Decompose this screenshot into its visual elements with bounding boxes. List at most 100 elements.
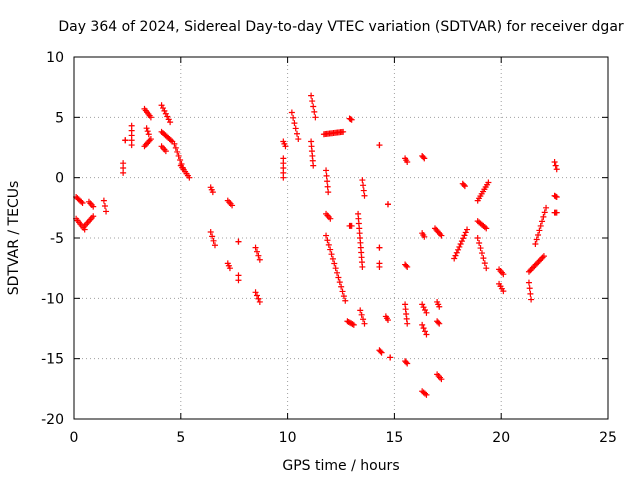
data-point — [310, 103, 317, 110]
data-point — [171, 140, 178, 147]
data-point — [420, 304, 427, 311]
data-point — [122, 137, 129, 144]
data-point — [162, 110, 169, 117]
data-point — [329, 255, 336, 262]
y-tick-label: 5 — [55, 110, 64, 126]
data-point — [384, 201, 391, 208]
data-point — [338, 283, 345, 290]
y-axis-label: SDTVAR / TECUs — [6, 181, 22, 296]
data-point — [347, 116, 354, 123]
data-point — [309, 98, 316, 105]
data-point — [79, 200, 86, 207]
data-point — [324, 183, 331, 190]
data-point — [280, 174, 287, 181]
data-point — [158, 102, 165, 109]
data-point — [553, 193, 560, 200]
data-point — [378, 349, 385, 356]
data-point — [162, 148, 169, 155]
data-point — [361, 320, 368, 327]
data-point — [323, 172, 330, 179]
data-point — [360, 182, 367, 189]
data-point — [534, 260, 541, 267]
data-point — [543, 204, 550, 211]
y-tick-label: -20 — [41, 412, 64, 428]
data-point — [536, 227, 543, 234]
data-point — [483, 265, 490, 272]
data-point — [209, 189, 216, 196]
data-points — [73, 92, 560, 398]
data-point — [144, 128, 151, 135]
y-tick-label: -15 — [41, 352, 64, 368]
data-point — [460, 181, 467, 188]
data-point — [423, 391, 430, 398]
data-point — [462, 229, 469, 236]
data-point — [474, 235, 481, 241]
data-point — [175, 152, 182, 159]
x-tick-label: 0 — [70, 430, 79, 446]
data-point — [531, 263, 538, 270]
data-point — [376, 263, 383, 270]
data-point — [461, 232, 468, 239]
data-point — [387, 354, 394, 361]
data-point — [327, 246, 334, 253]
data-point — [340, 128, 347, 135]
data-point — [290, 114, 297, 121]
data-point — [160, 105, 166, 112]
data-point — [500, 271, 507, 278]
data-point — [422, 328, 429, 335]
data-point — [384, 317, 391, 324]
data-point — [553, 209, 560, 216]
data-point — [253, 292, 260, 299]
data-point — [404, 320, 411, 327]
data-point — [167, 137, 174, 144]
data-point — [288, 109, 295, 116]
data-point — [376, 244, 383, 251]
data-point — [553, 166, 560, 173]
data-point — [377, 348, 384, 355]
data-point — [525, 279, 532, 286]
data-point — [324, 237, 331, 244]
chart-title: Day 364 of 2024, Sidereal Day-to-day VTE… — [58, 19, 624, 35]
data-point — [527, 267, 534, 274]
data-point — [451, 255, 458, 262]
data-point — [78, 198, 85, 205]
x-tick-label: 25 — [599, 430, 617, 446]
data-point — [464, 226, 471, 233]
data-point — [530, 264, 537, 271]
data-point — [438, 232, 445, 239]
data-point — [458, 238, 465, 245]
data-point — [540, 253, 547, 260]
data-point — [349, 321, 356, 328]
data-point — [532, 261, 539, 268]
data-point — [292, 125, 299, 132]
data-point — [436, 320, 443, 327]
data-point — [403, 359, 410, 366]
data-point — [348, 222, 355, 229]
data-point — [327, 215, 334, 222]
data-point — [147, 114, 154, 121]
data-point — [172, 144, 179, 151]
data-point — [525, 268, 532, 275]
data-point — [332, 265, 339, 272]
x-tick-label: 10 — [279, 430, 297, 446]
data-point — [334, 269, 341, 276]
data-point — [350, 321, 357, 328]
data-point — [348, 116, 355, 123]
data-point — [209, 233, 216, 240]
data-point — [323, 232, 330, 239]
data-point — [167, 119, 174, 126]
data-point — [532, 241, 539, 248]
y-tick-label: 0 — [55, 171, 64, 187]
x-tick-label: 5 — [176, 430, 185, 446]
data-point — [539, 218, 546, 225]
data-point — [533, 236, 540, 243]
data-point — [538, 255, 545, 262]
data-point — [100, 197, 107, 204]
data-point — [164, 113, 171, 120]
data-point — [453, 249, 460, 256]
x-tick-label: 20 — [492, 430, 510, 446]
data-point — [361, 192, 368, 199]
data-point — [282, 143, 289, 150]
data-point — [535, 258, 542, 265]
data-point — [177, 156, 184, 163]
